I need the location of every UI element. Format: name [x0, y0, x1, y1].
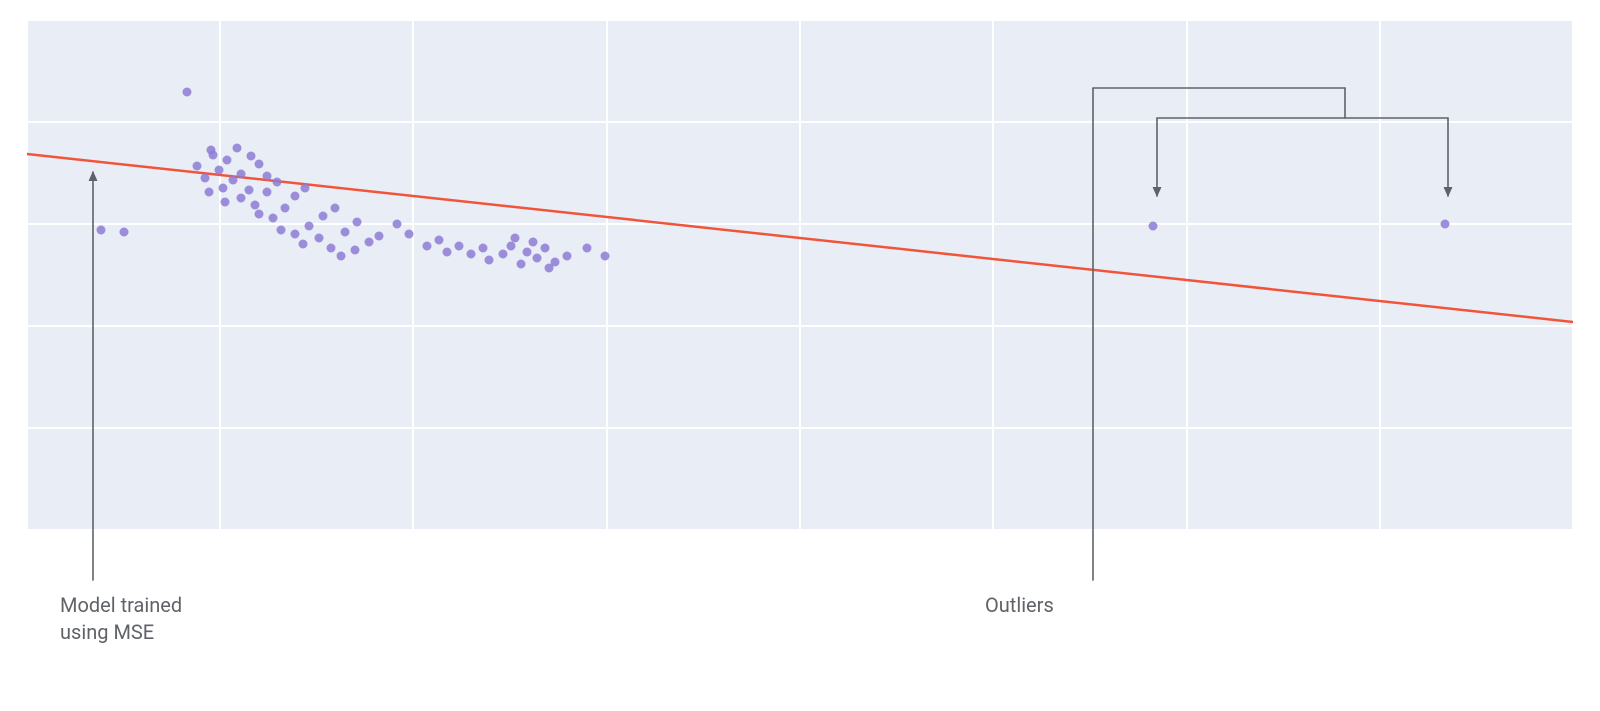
plot-svg: [27, 20, 1573, 530]
chart-container: Model trained using MSE Outliers: [0, 0, 1600, 711]
model-trained-label-line1: Model trained: [60, 593, 182, 617]
model-trained-label-line2: using MSE: [60, 620, 154, 644]
scatter-plot: [27, 20, 1573, 530]
model-trained-label: Model trained using MSE: [60, 592, 182, 646]
outliers-label: Outliers: [985, 592, 1054, 619]
outliers-label-text: Outliers: [985, 593, 1054, 617]
